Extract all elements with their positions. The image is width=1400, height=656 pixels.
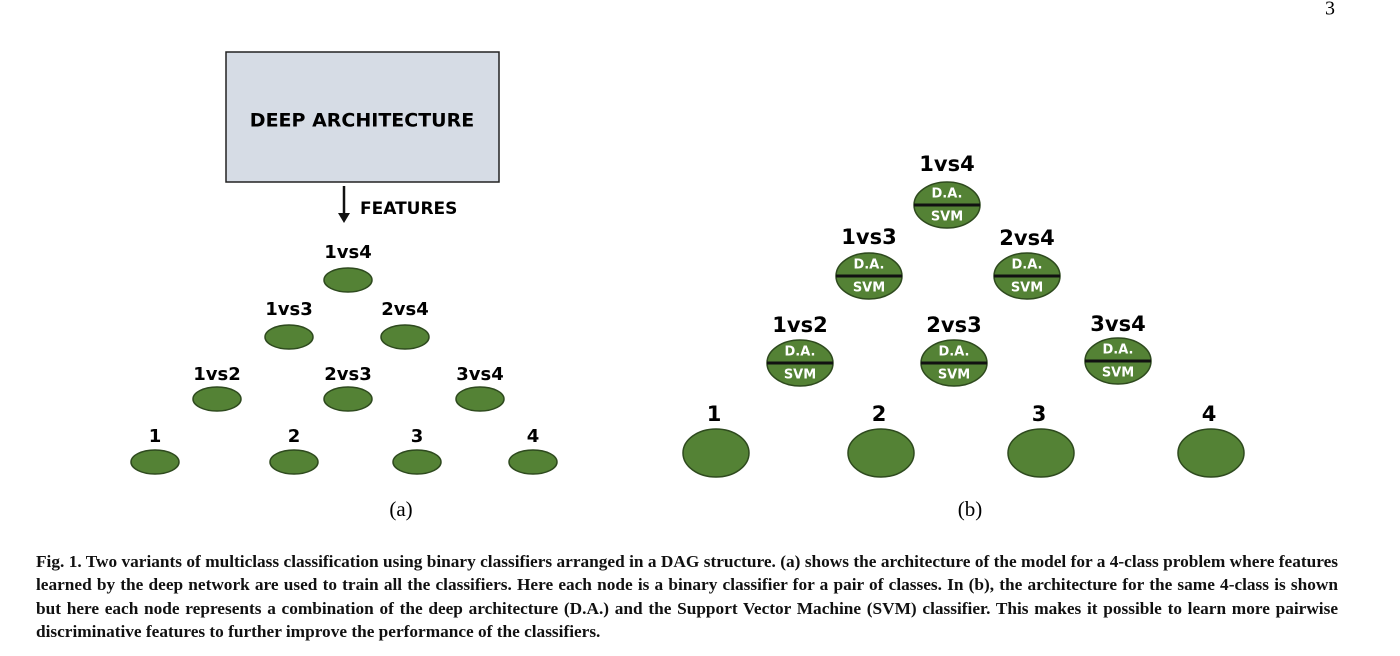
class-label: 2 [872,402,887,426]
classifier-node [455,386,505,412]
class-label: 1 [707,402,722,426]
arrow-head [338,213,350,223]
panel-caption: (a) [389,497,412,521]
class-node [847,428,915,478]
page-number: 3 [1325,0,1335,20]
class-node [392,449,442,475]
node-bottom-label: SVM [784,368,816,383]
arrow-label: FEATURES [360,199,457,219]
classifier-label: 2vs3 [926,313,981,337]
classifier-label: 1vs3 [841,225,896,249]
classifier-label: 1vs4 [324,242,372,263]
classifier-node [264,324,314,350]
class-node [1177,428,1245,478]
deep-architecture-box [225,51,500,183]
node-top-label: D.A. [785,345,816,360]
node-top-label: D.A. [854,258,885,273]
node-bottom-label: SVM [1011,281,1043,296]
panel-caption: (b) [958,497,983,521]
classifier-label: 1vs3 [265,299,313,320]
classifier-node [192,386,242,412]
class-node [1007,428,1075,478]
class-label: 1 [149,426,162,447]
classifier-label: 3vs4 [456,364,504,385]
node-top-label: D.A. [932,187,963,202]
class-label: 4 [1202,402,1217,426]
classifier-node [323,386,373,412]
class-node [269,449,319,475]
classifier-label: 2vs4 [381,299,429,320]
class-node [508,449,558,475]
node-top-label: D.A. [1103,343,1134,358]
node-bottom-label: SVM [853,281,885,296]
classifier-label: 1vs2 [772,313,827,337]
node-bottom-label: SVM [1102,366,1134,381]
class-node [682,428,750,478]
classifier-node [380,324,430,350]
class-label: 2 [288,426,301,447]
class-label: 3 [411,426,424,447]
classifier-label: 1vs2 [193,364,241,385]
node-bottom-label: SVM [938,368,970,383]
node-bottom-label: SVM [931,210,963,225]
classifier-node [323,267,373,293]
figure-caption: Fig. 1. Two variants of multiclass class… [36,552,1338,641]
classifier-label: 3vs4 [1090,312,1145,336]
classifier-label: 1vs4 [919,152,974,176]
classifier-label: 2vs4 [999,226,1054,250]
class-label: 4 [527,426,540,447]
class-label: 3 [1032,402,1047,426]
box-label: DEEP ARCHITECTURE [250,110,474,132]
node-top-label: D.A. [1012,258,1043,273]
classifier-label: 2vs3 [324,364,372,385]
figure: 3 DEEP ARCHITECTURE FEATURES (a) (b) 1vs… [130,0,1335,521]
class-node [130,449,180,475]
node-top-label: D.A. [939,345,970,360]
